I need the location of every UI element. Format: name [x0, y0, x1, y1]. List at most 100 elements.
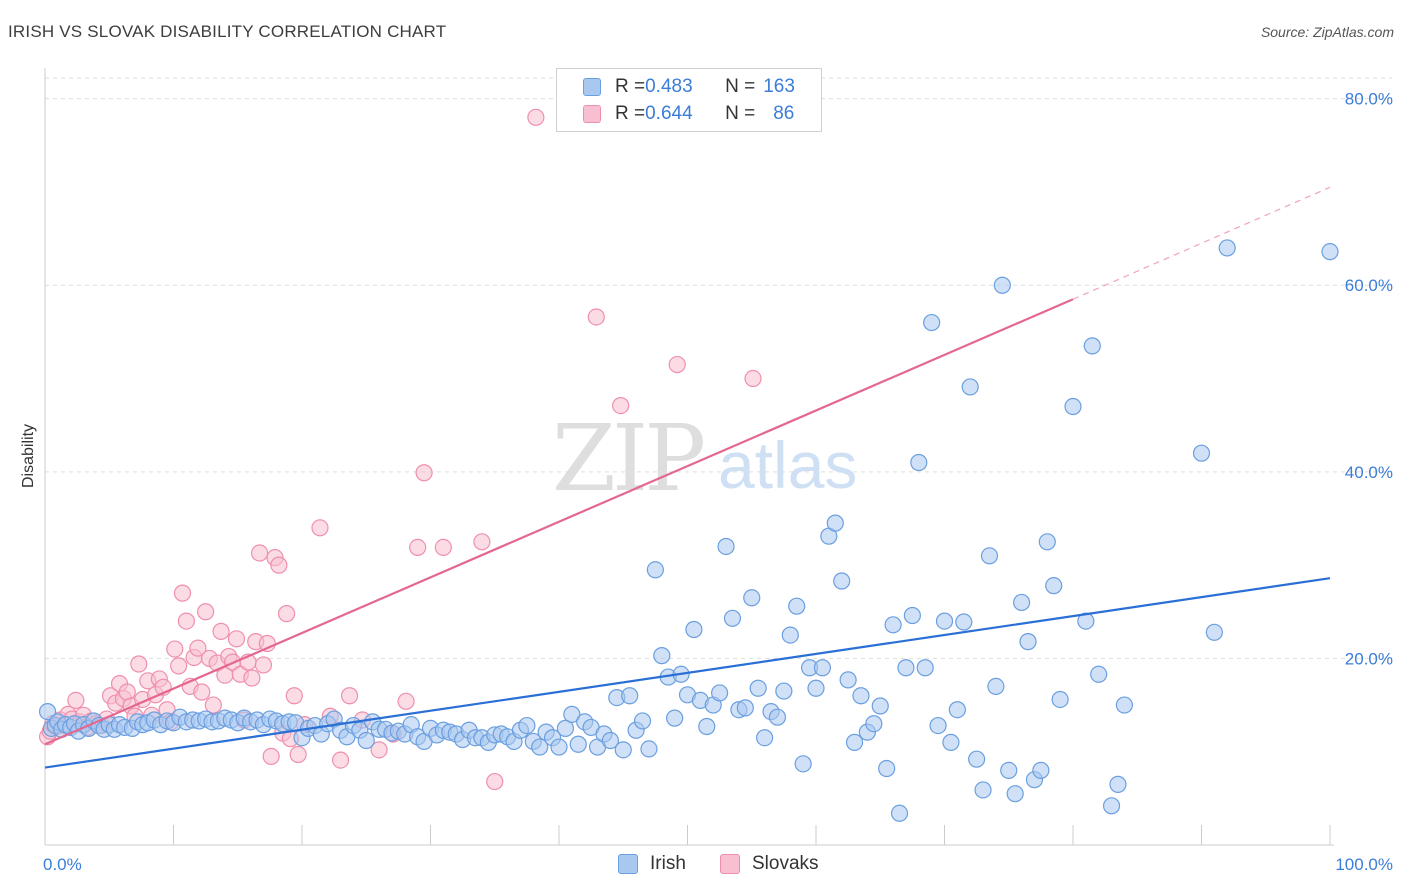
irish-point [685, 620, 703, 639]
slovaks-point [243, 669, 261, 687]
irish-point [1218, 239, 1236, 257]
watermark-atlas: atlas [718, 428, 857, 502]
slovaks-trend-line [44, 298, 1074, 746]
irish-point [698, 717, 716, 736]
slovaks-point [340, 687, 359, 705]
tick-labels: 20.0% 40.0% 60.0% 80.0% 0.0% 100.0% [43, 90, 1393, 874]
slovaks-point [473, 533, 491, 551]
slovaks-point [177, 612, 195, 630]
irish-point [845, 733, 864, 751]
chart-title: IRISH VS SLOVAK DISABILITY CORRELATION C… [8, 22, 447, 41]
slovaks-point [612, 396, 630, 415]
slovaks-point [212, 622, 230, 640]
slovaks-point [527, 108, 545, 126]
irish-point [923, 313, 941, 332]
irish-point [1064, 397, 1082, 416]
y-tick-label: 20.0% [1345, 649, 1393, 668]
irish-point [666, 709, 684, 727]
slovaks-swatch [583, 105, 601, 123]
irish-point [1115, 696, 1134, 714]
irish-point [743, 589, 761, 607]
slovaks-point [285, 687, 303, 705]
legend-row-slovaks: R = 0.644 N = 86 [583, 101, 794, 127]
irish-point [1321, 243, 1339, 261]
y-axis-label: Disability [20, 424, 37, 488]
irish-point [717, 537, 735, 556]
slovaks-point [254, 656, 273, 674]
irish-point [968, 750, 986, 768]
slovaks-trend-extension [1072, 186, 1331, 300]
irish-n-value: 163 [763, 76, 795, 97]
irish-point [833, 572, 851, 590]
irish-point [1000, 761, 1018, 779]
irish-point [903, 606, 921, 625]
slovaks-point [311, 519, 329, 537]
slovaks-point [250, 544, 269, 562]
irish-point [1012, 593, 1031, 612]
slovaks-point [173, 584, 192, 602]
irish-point [865, 715, 883, 733]
irish-point [987, 677, 1005, 696]
irish-point [1038, 533, 1056, 551]
r-label: R = [615, 103, 646, 124]
irish-point [749, 679, 767, 697]
slovaks-point [170, 657, 188, 675]
irish-point [974, 781, 992, 799]
slovaks-point [370, 741, 388, 759]
irish-point [826, 514, 844, 532]
irish-point [910, 453, 928, 472]
irish-point [852, 687, 870, 705]
irish-point [942, 733, 960, 751]
irish-point [601, 731, 620, 750]
irish-point [1032, 761, 1050, 779]
irish-point [755, 729, 774, 747]
slovaks-point [486, 772, 504, 791]
irish-point [871, 697, 889, 715]
y-tick-label: 80.0% [1345, 90, 1393, 109]
irish-point [955, 613, 973, 631]
irish-trend-line [44, 577, 1331, 769]
slovaks-point [166, 640, 184, 658]
slovaks-point [262, 747, 280, 765]
slovaks-point [197, 603, 215, 621]
slovaks-n-value: 86 [773, 103, 795, 124]
watermark: ZIP atlas [552, 405, 857, 512]
source-credit: Source: ZipAtlas.com [1260, 24, 1394, 40]
slovaks-point [277, 605, 296, 623]
irish-point [1205, 623, 1223, 641]
irish-point [788, 597, 806, 615]
irish-point [1006, 785, 1024, 803]
n-label: N = [725, 103, 756, 124]
slovaks-legend-label: Slovaks [752, 853, 819, 874]
irish-point [531, 738, 549, 756]
slovaks-point [331, 751, 350, 769]
slovaks-point [668, 355, 686, 374]
stats-legend: R = 0.483 N = 163 R = 0.644 N = 86 [556, 68, 822, 132]
irish-swatch [583, 78, 601, 96]
r-label: R = [615, 76, 646, 97]
irish-point [38, 702, 57, 721]
slovaks-point [270, 556, 288, 574]
irish-point [614, 741, 632, 759]
irish-point [961, 378, 979, 396]
irish-r-value: 0.483 [645, 76, 693, 97]
slovaks-point [434, 538, 452, 556]
irish-legend-swatch [618, 854, 638, 874]
irish-point [935, 612, 954, 630]
watermark-zip: ZIP [552, 405, 703, 512]
irish-point [775, 682, 793, 700]
slovaks-point [204, 696, 222, 714]
slovaks-point [227, 630, 246, 648]
irish-point [569, 735, 587, 753]
slovaks-point [189, 639, 207, 657]
irish-point [929, 716, 947, 735]
irish-point [1109, 775, 1127, 793]
irish-point [633, 712, 652, 730]
irish-point [1090, 665, 1108, 683]
irish-point [884, 616, 902, 634]
irish-point [723, 609, 742, 627]
x-tick-label-max: 100.0% [1335, 855, 1393, 874]
bottom-legend-irish: Irish [618, 852, 686, 876]
irish-point [518, 716, 536, 735]
bottom-legend-slovaks: Slovaks [720, 852, 819, 876]
